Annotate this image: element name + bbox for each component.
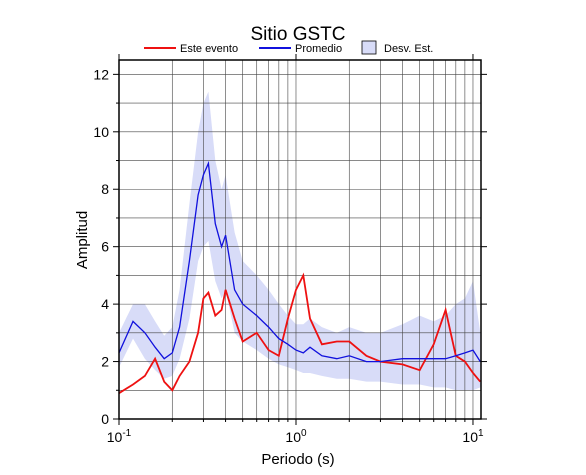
y-tick-label: 12 bbox=[93, 66, 109, 82]
x-tick-label: 101 bbox=[462, 428, 484, 445]
plot-frame bbox=[118, 59, 482, 420]
x-tick-exponent: 0 bbox=[301, 428, 307, 439]
series-line bbox=[118, 160, 481, 363]
y-tick-label: 4 bbox=[101, 296, 109, 312]
x-tick-exponent: 1 bbox=[478, 428, 484, 439]
legend-label: Desv. Est. bbox=[384, 43, 433, 55]
x-tick-label: 100 bbox=[285, 428, 307, 445]
y-tick-label: 2 bbox=[101, 354, 109, 370]
x-tick-exponent: -1 bbox=[122, 428, 131, 439]
band-layer bbox=[119, 91, 481, 391]
x-axis-label: Periodo (s) bbox=[261, 451, 334, 468]
series-line bbox=[118, 272, 481, 394]
legend-label: Promedio bbox=[295, 43, 342, 55]
x-tick-base: 10 bbox=[107, 429, 123, 445]
x-tick-base: 10 bbox=[462, 429, 478, 445]
chart-title: Sitio GSTC bbox=[250, 24, 345, 45]
x-tick-base: 10 bbox=[285, 429, 301, 445]
y-axis-label: Amplitud bbox=[74, 211, 91, 269]
y-tick-label: 10 bbox=[93, 124, 109, 140]
y-tick-label: 6 bbox=[101, 239, 109, 255]
std-band bbox=[119, 91, 481, 391]
x-tick-label: 10-1 bbox=[107, 428, 132, 445]
y-tick-label: 0 bbox=[101, 411, 109, 427]
legend-swatch bbox=[361, 40, 377, 55]
y-tick-label: 8 bbox=[101, 181, 109, 197]
legend-label: Este evento bbox=[180, 43, 238, 55]
